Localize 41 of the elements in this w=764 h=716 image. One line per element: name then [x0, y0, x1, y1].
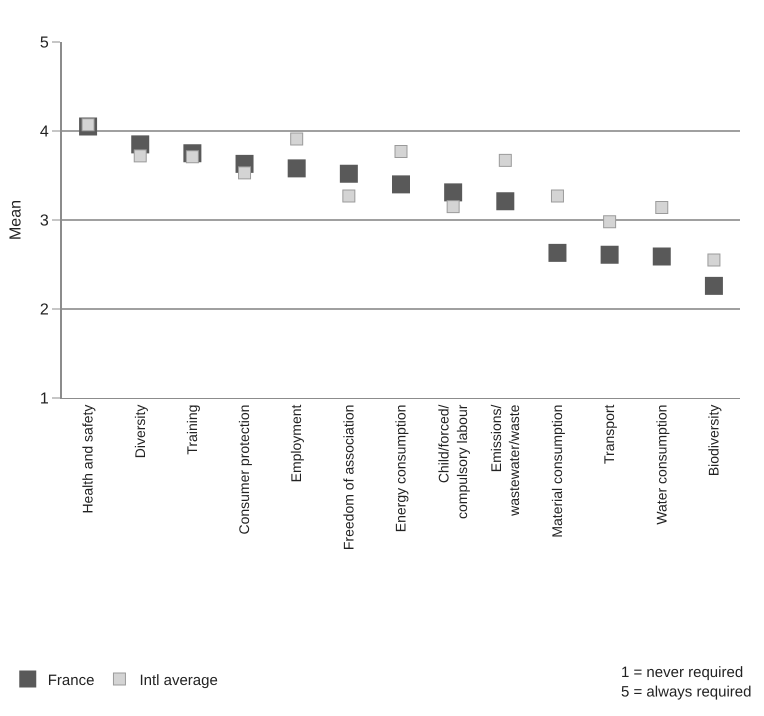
y-tick-label: 4 — [40, 124, 49, 141]
y-tick-label: 5 — [40, 34, 49, 52]
y-tick-label: 1 — [40, 390, 49, 408]
x-tick-label: Training — [184, 404, 200, 455]
point — [394, 144, 408, 158]
x-tick-label: Freedom of association — [340, 404, 356, 550]
text: 1 = never required 5 = always required — [621, 664, 752, 700]
point — [238, 166, 252, 180]
x-tick-label: Water consumption — [653, 404, 670, 525]
point — [134, 149, 147, 162]
x-tick-label: Child/forced/ compulsory labour — [436, 404, 470, 519]
x-tick-label: Material consumption — [549, 404, 566, 538]
point — [498, 154, 512, 167]
point — [290, 132, 304, 146]
point — [704, 276, 723, 295]
y-axis-title: Mean — [7, 200, 24, 240]
x-tick-label: Biodiversity — [705, 404, 722, 476]
point — [340, 164, 358, 183]
legend-label: France — [48, 672, 94, 689]
point — [496, 192, 514, 210]
point — [603, 215, 616, 228]
point — [342, 189, 356, 202]
point — [652, 247, 671, 266]
point — [600, 246, 619, 264]
x-tick-label: Consumer protection — [236, 404, 252, 535]
x-tick-label: Transport — [601, 404, 618, 464]
point — [392, 175, 410, 194]
point — [548, 244, 566, 262]
legend-label: Intl average — [139, 672, 218, 689]
x-tick-label: Employment — [288, 404, 304, 482]
point — [444, 183, 462, 202]
y-tick-label: 2 — [40, 302, 49, 319]
x-tick-label: Health and safety — [80, 404, 96, 514]
y-tick-label: 3 — [40, 212, 49, 230]
x-tick-label: Energy consumption — [392, 404, 409, 532]
point — [707, 254, 720, 267]
point — [446, 200, 460, 214]
x-tick-label: Diversity — [132, 404, 148, 458]
point — [655, 201, 668, 214]
point — [550, 189, 564, 202]
point — [288, 159, 306, 178]
